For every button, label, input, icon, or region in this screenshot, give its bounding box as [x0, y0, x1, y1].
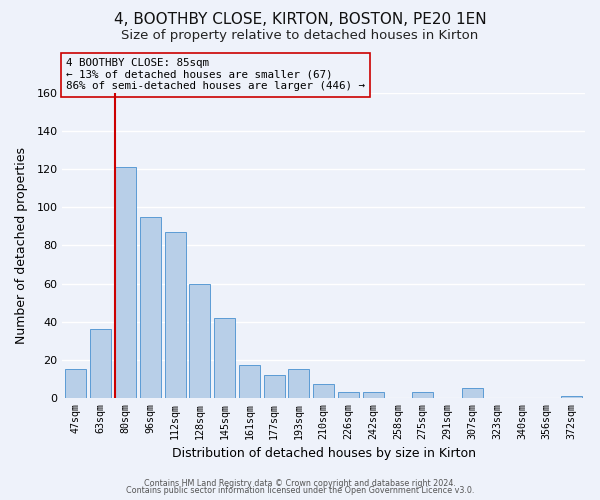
Text: 4 BOOTHBY CLOSE: 85sqm
← 13% of detached houses are smaller (67)
86% of semi-det: 4 BOOTHBY CLOSE: 85sqm ← 13% of detached… — [66, 58, 365, 91]
Text: Size of property relative to detached houses in Kirton: Size of property relative to detached ho… — [121, 29, 479, 42]
Bar — [263, 375, 284, 398]
Bar — [412, 392, 433, 398]
Y-axis label: Number of detached properties: Number of detached properties — [15, 147, 28, 344]
Bar — [362, 392, 384, 398]
X-axis label: Distribution of detached houses by size in Kirton: Distribution of detached houses by size … — [172, 447, 476, 460]
Text: Contains HM Land Registry data © Crown copyright and database right 2024.: Contains HM Land Registry data © Crown c… — [144, 478, 456, 488]
Bar — [90, 329, 111, 398]
Bar — [164, 232, 185, 398]
Bar — [289, 369, 310, 398]
Bar — [65, 369, 86, 398]
Bar — [313, 384, 334, 398]
Bar — [189, 284, 211, 398]
Bar — [140, 217, 161, 398]
Bar — [462, 388, 483, 398]
Bar — [561, 396, 582, 398]
Bar — [239, 366, 260, 398]
Text: 4, BOOTHBY CLOSE, KIRTON, BOSTON, PE20 1EN: 4, BOOTHBY CLOSE, KIRTON, BOSTON, PE20 1… — [113, 12, 487, 28]
Bar — [338, 392, 359, 398]
Bar — [214, 318, 235, 398]
Bar — [115, 168, 136, 398]
Text: Contains public sector information licensed under the Open Government Licence v3: Contains public sector information licen… — [126, 486, 474, 495]
